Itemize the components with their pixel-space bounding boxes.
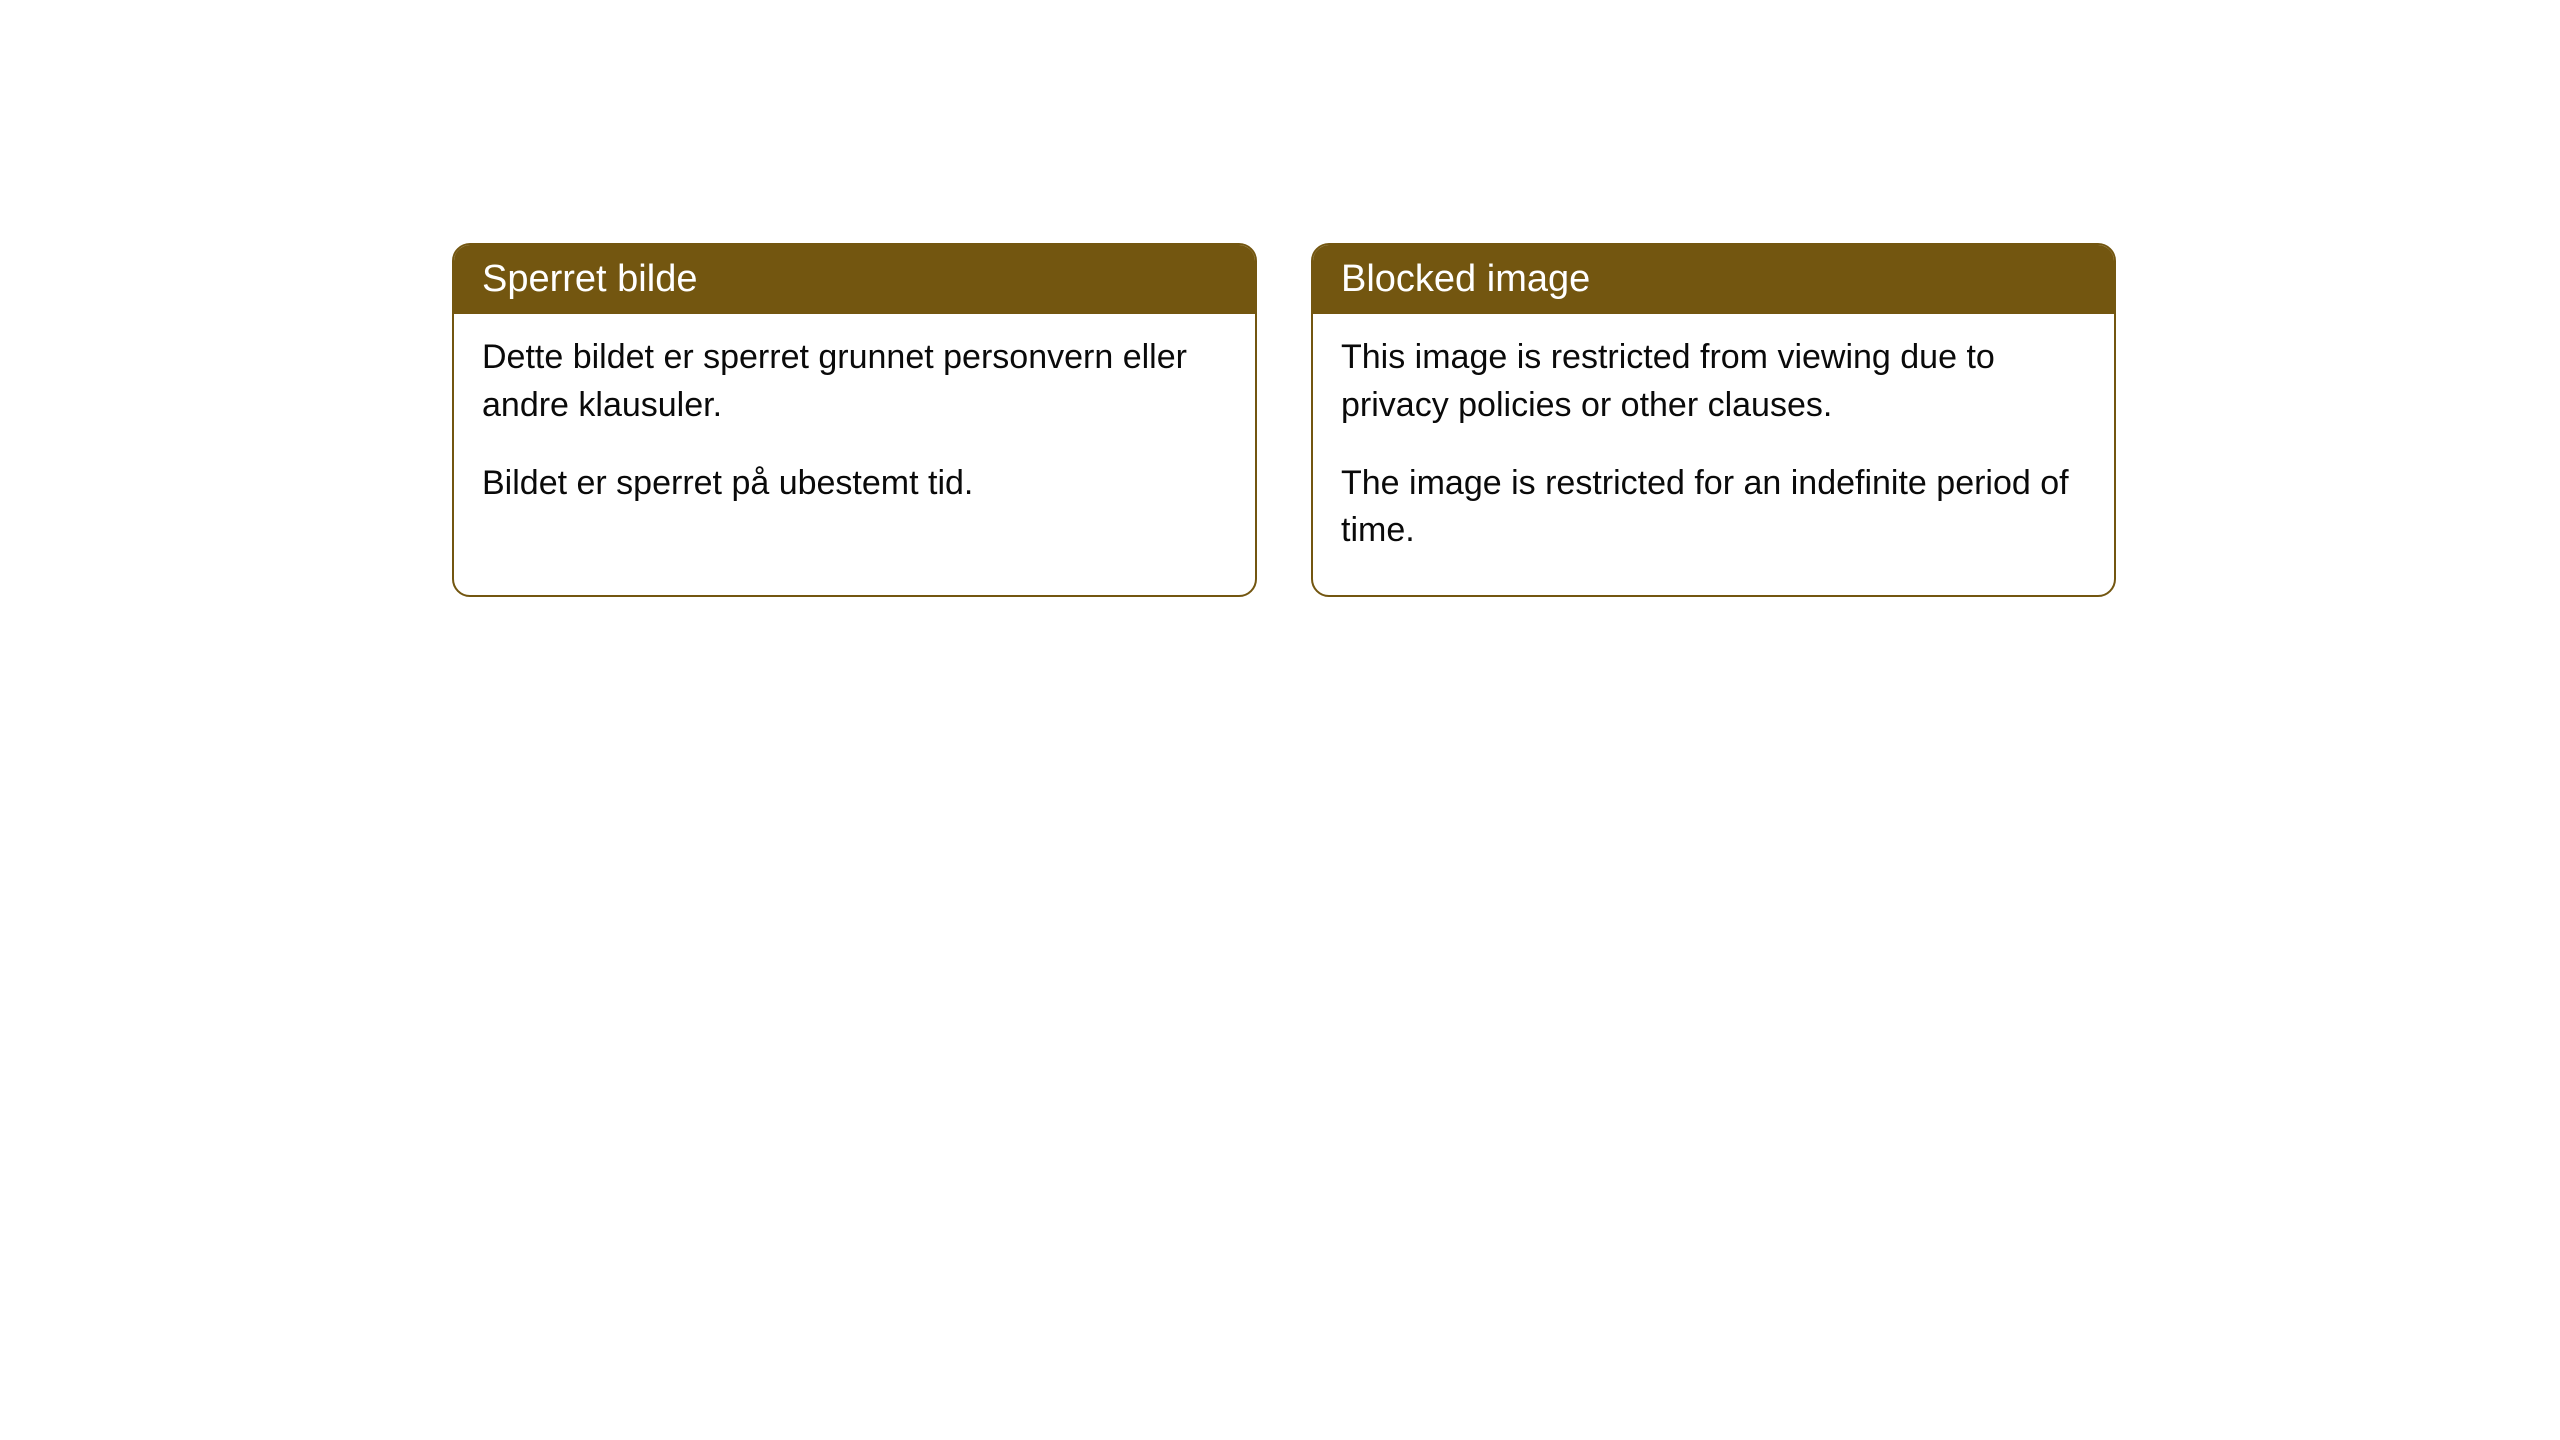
blocked-image-card-no: Sperret bilde Dette bildet er sperret gr… [452,243,1257,597]
card-header-no: Sperret bilde [454,245,1255,314]
card-text-no-1: Dette bildet er sperret grunnet personve… [482,334,1227,429]
card-body-en: This image is restricted from viewing du… [1313,314,2114,594]
card-header-en: Blocked image [1313,245,2114,314]
blocked-image-card-en: Blocked image This image is restricted f… [1311,243,2116,597]
card-text-no-2: Bildet er sperret på ubestemt tid. [482,460,1227,508]
card-text-en-1: This image is restricted from viewing du… [1341,334,2086,429]
card-body-no: Dette bildet er sperret grunnet personve… [454,314,1255,547]
card-text-en-2: The image is restricted for an indefinit… [1341,460,2086,555]
cards-container: Sperret bilde Dette bildet er sperret gr… [0,0,2560,597]
